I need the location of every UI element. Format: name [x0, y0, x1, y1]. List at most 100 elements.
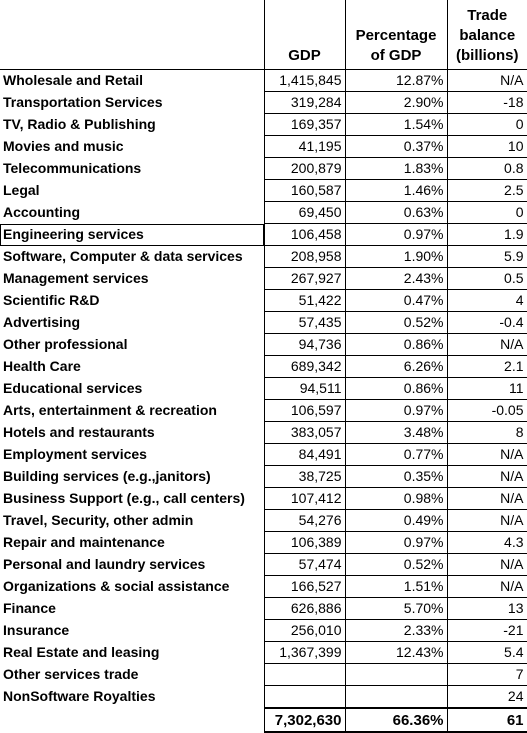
- totals-trade[interactable]: 61: [446, 707, 527, 733]
- row-label[interactable]: Organizations & social assistance: [3, 578, 230, 594]
- row-trade[interactable]: 8: [446, 421, 527, 444]
- row-gdp[interactable]: 57,435: [263, 311, 345, 334]
- row-trade[interactable]: 5.9: [446, 245, 527, 268]
- totals-label[interactable]: [0, 708, 264, 732]
- row-pct[interactable]: 1.54%: [344, 113, 447, 136]
- row-label[interactable]: Arts, entertainment & recreation: [3, 402, 217, 418]
- row-gdp[interactable]: [263, 685, 345, 709]
- row-trade[interactable]: N/A: [446, 69, 527, 92]
- row-pct[interactable]: 0.97%: [344, 399, 447, 422]
- row-pct[interactable]: 1.90%: [344, 245, 447, 268]
- row-gdp[interactable]: 69,450: [263, 201, 345, 224]
- row-trade[interactable]: N/A: [446, 487, 527, 510]
- row-label[interactable]: Management services: [3, 270, 149, 286]
- row-label[interactable]: NonSoftware Royalties: [3, 688, 156, 705]
- totals-gdp[interactable]: 7,302,630: [263, 707, 345, 733]
- row-label[interactable]: Software, Computer & data services: [3, 248, 243, 264]
- row-pct[interactable]: 2.33%: [344, 619, 447, 642]
- row-gdp[interactable]: 208,958: [263, 245, 345, 268]
- row-label[interactable]: Other professional: [3, 336, 128, 352]
- row-gdp[interactable]: 267,927: [263, 267, 345, 290]
- row-trade[interactable]: -21: [446, 619, 527, 642]
- row-label[interactable]: Scientific R&D: [3, 292, 100, 308]
- row-gdp[interactable]: 1,415,845: [263, 69, 345, 92]
- row-trade[interactable]: N/A: [446, 553, 527, 576]
- row-trade[interactable]: 0.5: [446, 267, 527, 290]
- row-label[interactable]: Travel, Security, other admin: [3, 512, 194, 528]
- row-gdp[interactable]: 160,587: [263, 179, 345, 202]
- totals-pct[interactable]: 66.36%: [344, 707, 447, 733]
- row-pct[interactable]: 0.35%: [344, 465, 447, 488]
- row-label[interactable]: Wholesale and Retail: [3, 72, 144, 89]
- row-gdp[interactable]: 38,725: [263, 465, 345, 488]
- row-pct[interactable]: 6.26%: [344, 355, 447, 378]
- row-pct[interactable]: [344, 663, 447, 686]
- row-trade[interactable]: -18: [446, 91, 527, 114]
- row-label[interactable]: Other services trade: [3, 666, 139, 682]
- row-gdp[interactable]: 626,886: [263, 597, 345, 620]
- row-label[interactable]: Accounting: [3, 204, 80, 220]
- row-gdp[interactable]: 94,511: [263, 377, 345, 400]
- row-gdp[interactable]: 84,491: [263, 443, 345, 466]
- row-trade[interactable]: N/A: [446, 509, 527, 532]
- row-gdp[interactable]: 41,195: [263, 135, 345, 158]
- row-label[interactable]: Advertising: [3, 314, 81, 330]
- row-trade[interactable]: N/A: [446, 443, 527, 466]
- row-trade[interactable]: 1.9: [446, 223, 527, 246]
- row-gdp[interactable]: 57,474: [263, 553, 345, 576]
- row-gdp[interactable]: 200,879: [263, 157, 345, 180]
- row-gdp[interactable]: 106,597: [263, 399, 345, 422]
- row-gdp[interactable]: 256,010: [263, 619, 345, 642]
- row-label[interactable]: Real Estate and leasing: [3, 644, 160, 660]
- row-label[interactable]: Legal: [3, 182, 40, 198]
- row-trade[interactable]: 0: [446, 113, 527, 136]
- row-pct[interactable]: 0.37%: [344, 135, 447, 158]
- row-pct[interactable]: 2.90%: [344, 91, 447, 114]
- row-trade[interactable]: 0: [446, 201, 527, 224]
- row-gdp[interactable]: 54,276: [263, 509, 345, 532]
- row-label[interactable]: Educational services: [3, 380, 143, 396]
- row-gdp[interactable]: 94,736: [263, 333, 345, 356]
- row-label[interactable]: Finance: [3, 600, 56, 616]
- row-pct[interactable]: 12.87%: [344, 69, 447, 92]
- row-trade[interactable]: -0.05: [446, 399, 527, 422]
- row-label[interactable]: Business Support (e.g., call centers): [3, 490, 245, 506]
- row-trade[interactable]: 5.4: [446, 641, 527, 664]
- row-gdp[interactable]: 106,389: [263, 531, 345, 554]
- row-pct[interactable]: 0.97%: [344, 223, 447, 246]
- row-label[interactable]: Personal and laundry services: [3, 556, 206, 572]
- row-trade[interactable]: N/A: [446, 333, 527, 356]
- row-trade[interactable]: 2.5: [446, 179, 527, 202]
- row-label[interactable]: Insurance: [3, 622, 70, 638]
- row-trade[interactable]: 4.3: [446, 531, 527, 554]
- row-pct[interactable]: 2.43%: [344, 267, 447, 290]
- row-pct[interactable]: 0.77%: [344, 443, 447, 466]
- row-trade[interactable]: 13: [446, 597, 527, 620]
- row-pct[interactable]: 5.70%: [344, 597, 447, 620]
- row-label[interactable]: TV, Radio & Publishing: [3, 116, 156, 132]
- row-label[interactable]: Repair and maintenance: [3, 534, 165, 550]
- row-pct[interactable]: 1.51%: [344, 575, 447, 598]
- row-pct[interactable]: 0.86%: [344, 333, 447, 356]
- row-pct[interactable]: [344, 685, 447, 709]
- row-gdp[interactable]: 51,422: [263, 289, 345, 312]
- row-gdp[interactable]: 169,357: [263, 113, 345, 136]
- row-trade[interactable]: 11: [446, 377, 527, 400]
- row-label[interactable]: Engineering services: [0, 223, 264, 246]
- row-pct[interactable]: 0.52%: [344, 311, 447, 334]
- row-pct[interactable]: 0.52%: [344, 553, 447, 576]
- row-gdp[interactable]: 1,367,399: [263, 641, 345, 664]
- row-pct[interactable]: 1.83%: [344, 157, 447, 180]
- row-pct[interactable]: 3.48%: [344, 421, 447, 444]
- row-gdp[interactable]: 107,412: [263, 487, 345, 510]
- row-label[interactable]: Telecommunications: [3, 160, 142, 176]
- row-pct[interactable]: 1.46%: [344, 179, 447, 202]
- row-gdp[interactable]: [263, 663, 345, 686]
- row-label[interactable]: Employment services: [3, 446, 147, 462]
- row-label[interactable]: Movies and music: [3, 138, 124, 154]
- row-pct[interactable]: 12.43%: [344, 641, 447, 664]
- row-label[interactable]: Health Care: [3, 358, 81, 374]
- row-gdp[interactable]: 166,527: [263, 575, 345, 598]
- row-gdp[interactable]: 319,284: [263, 91, 345, 114]
- row-trade[interactable]: 7: [446, 663, 527, 686]
